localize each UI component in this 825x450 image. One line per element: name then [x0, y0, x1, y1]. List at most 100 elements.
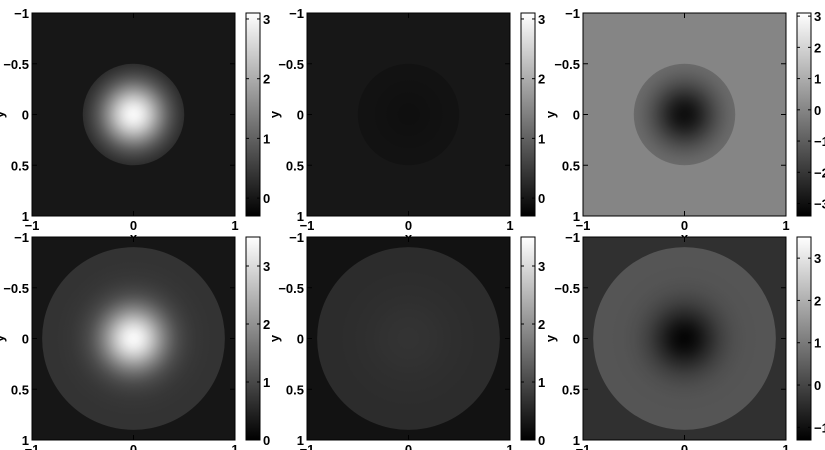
y-tick-label: −0.5 — [554, 281, 580, 296]
heatmap-disk — [357, 63, 460, 166]
heatmap-disk — [593, 247, 776, 430]
y-tick-label: −1 — [14, 230, 29, 245]
colorbar-tick-label: 0 — [814, 378, 821, 393]
subplot-5: −101−1−0.500.51xy0123 — [267, 230, 545, 450]
y-tick-label: 0.5 — [11, 382, 29, 397]
x-tick-label: −1 — [25, 442, 40, 450]
y-tick-label: 1 — [573, 433, 580, 448]
y-axis-label: y — [543, 110, 558, 118]
colorbar-tick-label: 3 — [263, 12, 270, 27]
subplot-3: −101−1−0.500.51xy3210−1−2−3 — [543, 6, 825, 245]
x-tick-label: −1 — [25, 218, 40, 233]
colorbar — [245, 12, 261, 217]
colorbar-tick-label: 2 — [263, 72, 270, 87]
y-axis-label: y — [543, 334, 558, 342]
colorbar-tick-label: 3 — [814, 9, 821, 24]
x-tick-label: 0 — [681, 218, 688, 233]
colorbar-tick-label: 3 — [814, 251, 821, 266]
y-tick-label: 1 — [297, 433, 304, 448]
x-tick-label: 0 — [405, 218, 412, 233]
colorbar-tick-label: 1 — [814, 72, 821, 87]
y-tick-label: 0 — [297, 108, 304, 123]
y-tick-label: −1 — [14, 6, 29, 21]
y-axis-label: y — [267, 334, 282, 342]
colorbar-tick-label: −3 — [814, 197, 825, 212]
y-tick-label: 1 — [22, 209, 29, 224]
y-tick-label: −0.5 — [554, 57, 580, 72]
heatmap-disk — [317, 247, 500, 430]
y-tick-label: 0 — [22, 108, 29, 123]
heatmap-disk — [42, 247, 225, 430]
y-tick-label: −0.5 — [278, 57, 304, 72]
x-tick-label: 0 — [130, 218, 137, 233]
colorbar — [520, 12, 536, 217]
x-tick-label: 1 — [506, 442, 513, 450]
x-tick-label: 1 — [231, 442, 238, 450]
y-tick-label: 0.5 — [562, 382, 580, 397]
colorbar — [520, 236, 536, 441]
colorbar-tick-label: −1 — [814, 134, 825, 149]
y-tick-label: −0.5 — [3, 57, 29, 72]
x-tick-label: 1 — [231, 218, 238, 233]
colorbar-tick-label: −1 — [814, 420, 825, 435]
x-tick-label: −1 — [300, 442, 315, 450]
colorbar-tick-label: 0 — [263, 191, 270, 206]
y-axis-label: y — [0, 110, 7, 118]
y-tick-label: −1 — [565, 6, 580, 21]
y-tick-label: −0.5 — [3, 281, 29, 296]
colorbar-tick-label: 1 — [538, 131, 545, 146]
y-tick-label: −1 — [289, 230, 304, 245]
colorbar-tick-label: 3 — [263, 259, 270, 274]
colorbar-tick-label: 0 — [263, 433, 270, 448]
y-tick-label: −1 — [289, 6, 304, 21]
x-tick-label: 1 — [782, 218, 789, 233]
colorbar-tick-label: 1 — [538, 375, 545, 390]
colorbar-tick-label: 1 — [814, 336, 821, 351]
x-tick-label: 0 — [405, 442, 412, 450]
colorbar-tick-label: 0 — [538, 433, 545, 448]
y-tick-label: −0.5 — [278, 281, 304, 296]
y-tick-label: 1 — [297, 209, 304, 224]
subplot-6: −101−1−0.500.51xy3210−1 — [543, 230, 825, 450]
y-tick-label: 0.5 — [11, 158, 29, 173]
x-tick-label: 0 — [681, 442, 688, 450]
y-tick-label: 0 — [573, 332, 580, 347]
y-tick-label: 0 — [297, 332, 304, 347]
y-tick-label: 1 — [573, 209, 580, 224]
colorbar — [245, 236, 261, 441]
y-axis-label: y — [0, 334, 7, 342]
y-tick-label: 0.5 — [286, 158, 304, 173]
y-tick-label: 0 — [573, 108, 580, 123]
colorbar-tick-label: 3 — [538, 12, 545, 27]
subplot-1: −101−1−0.500.51xy0123 — [0, 6, 270, 245]
x-tick-label: −1 — [300, 218, 315, 233]
y-axis-label: y — [267, 110, 282, 118]
y-tick-label: 0 — [22, 332, 29, 347]
x-tick-label: 1 — [782, 442, 789, 450]
subplot-4: −101−1−0.500.51xy0123 — [0, 230, 270, 450]
colorbar — [796, 12, 812, 217]
colorbar-tick-label: 2 — [538, 317, 545, 332]
colorbar-tick-label: 2 — [814, 40, 821, 55]
colorbar-tick-label: 1 — [263, 131, 270, 146]
y-tick-label: 0.5 — [562, 158, 580, 173]
colorbar-tick-label: 0 — [814, 103, 821, 118]
colorbar — [796, 236, 812, 441]
y-tick-label: −1 — [565, 230, 580, 245]
y-tick-label: 1 — [22, 433, 29, 448]
colorbar-tick-label: 1 — [263, 375, 270, 390]
colorbar-tick-label: 2 — [263, 317, 270, 332]
x-tick-label: 0 — [130, 442, 137, 450]
x-tick-label: −1 — [576, 442, 591, 450]
colorbar-tick-label: 2 — [538, 72, 545, 87]
heatmap-disk — [82, 63, 185, 166]
colorbar-tick-label: 2 — [814, 293, 821, 308]
colorbar-tick-label: −2 — [814, 165, 825, 180]
x-tick-label: −1 — [576, 218, 591, 233]
x-tick-label: 1 — [506, 218, 513, 233]
y-tick-label: 0.5 — [286, 382, 304, 397]
colorbar-tick-label: 0 — [538, 191, 545, 206]
heatmap-disk — [633, 63, 736, 166]
colorbar-tick-label: 3 — [538, 259, 545, 274]
